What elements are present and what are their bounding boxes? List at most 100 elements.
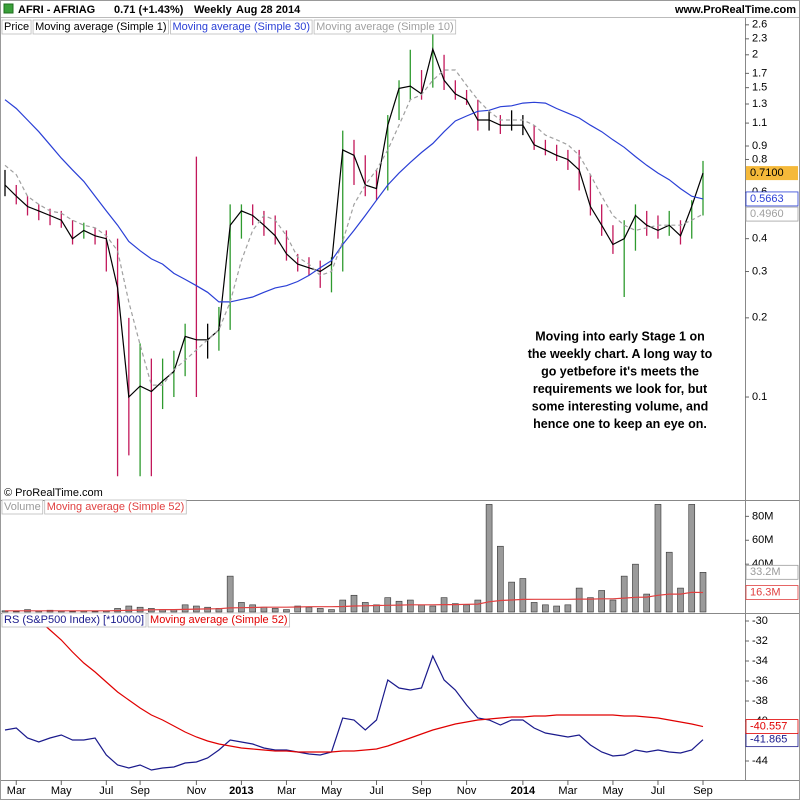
y-tick-label: 0.2 — [752, 312, 767, 324]
series-line — [5, 591, 704, 612]
volume-bar — [12, 611, 20, 613]
x-tick-label: Jul — [651, 785, 665, 797]
x-tick-label: Nov — [187, 785, 207, 797]
y-tick-label: 2 — [752, 49, 758, 61]
last-value-label: 33.2M — [750, 566, 781, 578]
y-tick-label: 0.3 — [752, 265, 767, 277]
y-tick-label: 1.3 — [752, 98, 767, 110]
legend-label: RS (S&P500 Index) [*10000] — [4, 614, 144, 626]
y-tick-label: -38 — [752, 695, 768, 707]
volume-bar — [463, 604, 470, 613]
y-tick-label: 0.1 — [752, 391, 767, 403]
volume-bar — [654, 504, 662, 613]
x-tick-label: Mar — [277, 785, 296, 797]
y-tick-label: 1.7 — [752, 67, 767, 79]
volume-bar — [553, 605, 560, 613]
volume-bar — [688, 504, 696, 613]
legend-label: Moving average (Simple 10) — [316, 21, 454, 33]
volume-bar — [181, 604, 189, 613]
volume-bar — [643, 593, 651, 613]
volume-bar — [575, 587, 583, 613]
y-tick-label: -30 — [752, 615, 768, 627]
volume-bar — [316, 608, 324, 613]
x-tick-label: Jul — [369, 785, 383, 797]
y-tick-label: -36 — [752, 675, 768, 687]
volume-bar — [609, 599, 617, 613]
last-value-label: 0.4960 — [750, 208, 784, 220]
last-value-label: 0.7100 — [750, 167, 784, 179]
y-tick-label: 1.1 — [752, 117, 767, 129]
volume-bar — [283, 609, 290, 613]
watermark: © ProRealTime.com — [4, 487, 103, 499]
volume-bar — [519, 578, 527, 613]
legend-box — [32, 19, 169, 35]
x-tick-label: Mar — [7, 785, 26, 797]
volume-bar — [406, 599, 414, 613]
x-tick-label: Sep — [130, 785, 150, 797]
series-line — [4, 69, 704, 386]
volume-bar — [125, 605, 133, 613]
legend-box — [1, 19, 32, 35]
volume-bar — [587, 597, 594, 613]
annotation: Moving into early Stage 1 on — [535, 329, 704, 343]
series-line — [38, 619, 704, 753]
volume-bar — [508, 581, 515, 613]
legend-label: Volume — [4, 501, 41, 513]
volume-bar — [598, 590, 605, 613]
volume-bar — [328, 609, 335, 613]
x-tick-label: 2014 — [511, 785, 536, 797]
volume-bar — [418, 604, 425, 613]
volume-bar — [91, 611, 99, 613]
volume-bar — [452, 603, 459, 613]
volume-bar — [249, 604, 256, 613]
volume-bar — [260, 606, 268, 613]
volume-bar — [294, 605, 302, 613]
legend-label: Moving average (Simple 1) — [35, 21, 166, 33]
period: Weekly — [194, 4, 233, 16]
legend-box — [1, 499, 44, 515]
y-tick-label: 2.3 — [752, 33, 767, 45]
volume-bar — [350, 594, 358, 613]
annotation: go yetbefore it's meets the — [541, 364, 699, 378]
x-tick-label: May — [321, 785, 342, 797]
volume-bar — [373, 604, 380, 613]
y-tick-label: -32 — [752, 635, 768, 647]
y-tick-label: 2.6 — [752, 19, 767, 31]
y-tick-label: 0.9 — [752, 140, 767, 152]
y-tick-label: -34 — [752, 655, 768, 667]
legend-box — [313, 19, 457, 35]
volume-bar — [429, 605, 437, 613]
volume-bar — [204, 606, 211, 613]
header-icon — [3, 3, 14, 14]
quote: 0.71 (+1.43%) — [114, 4, 184, 16]
last-value-label: 0.5663 — [750, 193, 784, 205]
series-line — [4, 654, 704, 771]
legend-box — [44, 499, 187, 515]
volume-bar — [395, 600, 403, 613]
x-tick-label: May — [51, 785, 72, 797]
last-value-box — [745, 206, 799, 222]
x-tick-label: Mar — [558, 785, 577, 797]
series-line — [4, 99, 704, 303]
annotation: the weekly chart. A long way to — [528, 347, 713, 361]
x-tick-label: Jul — [99, 785, 113, 797]
volume-bar — [665, 551, 673, 613]
x-tick-label: Sep — [412, 785, 432, 797]
x-tick-label: Sep — [693, 785, 713, 797]
volume-bar — [632, 563, 639, 613]
y-tick-label: -44 — [752, 755, 768, 767]
volume-bar — [361, 602, 369, 613]
series-line — [4, 47, 704, 399]
date: Aug 28 2014 — [236, 4, 301, 16]
last-value-label: -40.557 — [750, 720, 787, 732]
volume-bar — [69, 611, 76, 613]
last-value-label: 16.3M — [750, 586, 781, 598]
legend-box — [170, 19, 313, 35]
volume-bar — [620, 575, 628, 613]
legend-label: Moving average (Simple 52) — [47, 501, 185, 513]
volume-bar — [485, 504, 493, 613]
x-tick-label: May — [603, 785, 624, 797]
site: www.ProRealTime.com — [674, 4, 796, 16]
